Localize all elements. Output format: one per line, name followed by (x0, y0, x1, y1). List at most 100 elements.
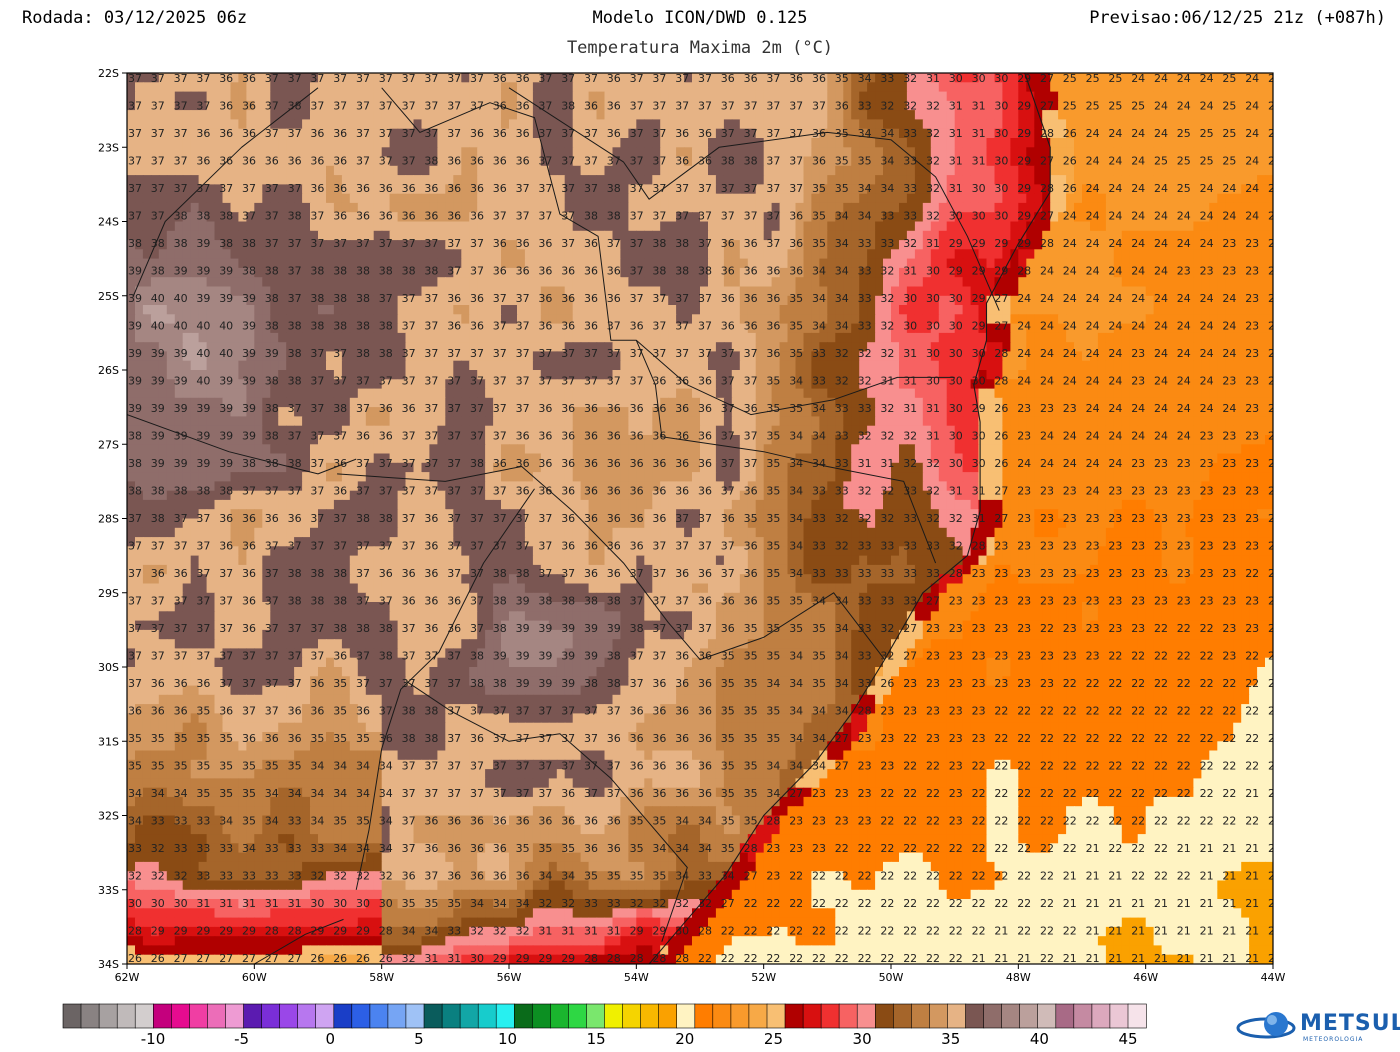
temperature-cell (859, 128, 868, 139)
temperature-cell (962, 249, 972, 260)
temperature-cell (262, 360, 271, 371)
temperature-cell (357, 332, 367, 343)
temperature-cell (636, 249, 645, 260)
temperature-cell (851, 221, 860, 232)
temperature-cell (206, 249, 216, 260)
temperature-cell (1233, 119, 1242, 130)
temperature-cell (246, 193, 255, 204)
temperature-cell (556, 305, 566, 315)
temperature-cell (1082, 82, 1091, 93)
temperature-cell (946, 91, 956, 102)
temperature-cell (914, 119, 924, 130)
temperature-cell (859, 277, 868, 288)
temperature-cell (851, 128, 860, 139)
temperature-cell (994, 193, 1004, 204)
temperature-cell (1273, 379, 1282, 389)
temperature-cell (755, 221, 765, 232)
temperature-cell (1010, 119, 1019, 130)
temperature-cell (620, 91, 629, 102)
temperature-cell (198, 277, 208, 288)
temperature-cell (1257, 73, 1266, 83)
temperature-cell (429, 138, 438, 148)
temperature-cell (572, 73, 582, 83)
temperature-cell (1137, 128, 1147, 139)
temperature-cell (294, 100, 303, 111)
temperature-cell (620, 305, 629, 315)
temperature-cell (1058, 110, 1067, 120)
temperature-cell (1161, 277, 1171, 288)
temperature-cell (214, 138, 224, 148)
temperature-cell (747, 110, 757, 120)
temperature-cell (397, 110, 407, 120)
temperature-cell (135, 73, 144, 83)
temperature-cell (891, 119, 900, 130)
temperature-cell (668, 110, 677, 120)
temperature-cell (1050, 277, 1059, 288)
temperature-cell (700, 100, 709, 111)
temperature-cell (333, 82, 343, 93)
temperature-cell (421, 305, 431, 315)
temperature-cell (509, 305, 518, 315)
temperature-cell (572, 305, 582, 315)
temperature-cell (461, 138, 470, 148)
temperature-cell (564, 119, 574, 130)
temperature-cell (341, 388, 351, 399)
temperature-cell (556, 332, 566, 343)
temperature-cell (779, 138, 789, 148)
temperature-cell (270, 277, 279, 288)
temperature-cell (859, 119, 868, 130)
temperature-cell (938, 119, 948, 130)
temperature-cell (437, 342, 446, 353)
temperature-cell (230, 305, 240, 315)
temperature-cell (819, 100, 828, 111)
temperature-cell (636, 138, 645, 148)
temperature-cell (970, 100, 980, 111)
temperature-cell (238, 388, 247, 399)
temperature-cell (198, 360, 208, 371)
temperature-cell (198, 332, 208, 343)
temperature-cell (509, 82, 518, 93)
temperature-cell (588, 91, 598, 102)
temperature-cell (254, 249, 263, 260)
temperature-cell (326, 100, 335, 111)
temperature-cell (604, 82, 614, 93)
temperature-cell (1137, 332, 1147, 343)
temperature-cell (341, 332, 351, 343)
temperature-cell (357, 388, 367, 399)
temperature-cell (731, 82, 741, 93)
temperature-cell (493, 82, 502, 93)
temperature-cell (166, 305, 176, 315)
temperature-cell (994, 100, 1004, 111)
temperature-cell (827, 73, 836, 83)
temperature-cell (731, 100, 741, 111)
temperature-cell (962, 82, 972, 93)
temperature-cell (453, 332, 462, 343)
temperature-cell (286, 128, 295, 139)
temperature-cell (365, 128, 375, 139)
temperature-cell (1105, 193, 1115, 204)
temperature-cell (1097, 91, 1107, 102)
temperature-cell (795, 221, 805, 232)
temperature-cell (708, 128, 717, 139)
temperature-cell (405, 249, 415, 260)
temperature-cell (1217, 128, 1226, 139)
temperature-cell (906, 221, 916, 232)
temperature-cell (1217, 249, 1226, 260)
temperature-cell (278, 342, 287, 353)
temperature-cell (540, 332, 550, 343)
temperature-cell (843, 119, 852, 130)
temperature-cell (628, 249, 637, 260)
temperature-cell (883, 119, 892, 130)
temperature-cell (954, 82, 964, 93)
temperature-cell (389, 388, 399, 399)
temperature-cell (588, 128, 598, 139)
temperature-cell (1002, 119, 1011, 130)
temperature-cell (867, 193, 876, 204)
temperature-cell (779, 286, 789, 297)
temperature-cell (596, 73, 606, 83)
temperature-cell (135, 332, 144, 343)
temperature-cell (1185, 91, 1195, 102)
temperature-cell (373, 73, 383, 83)
temperature-cell (182, 138, 192, 148)
